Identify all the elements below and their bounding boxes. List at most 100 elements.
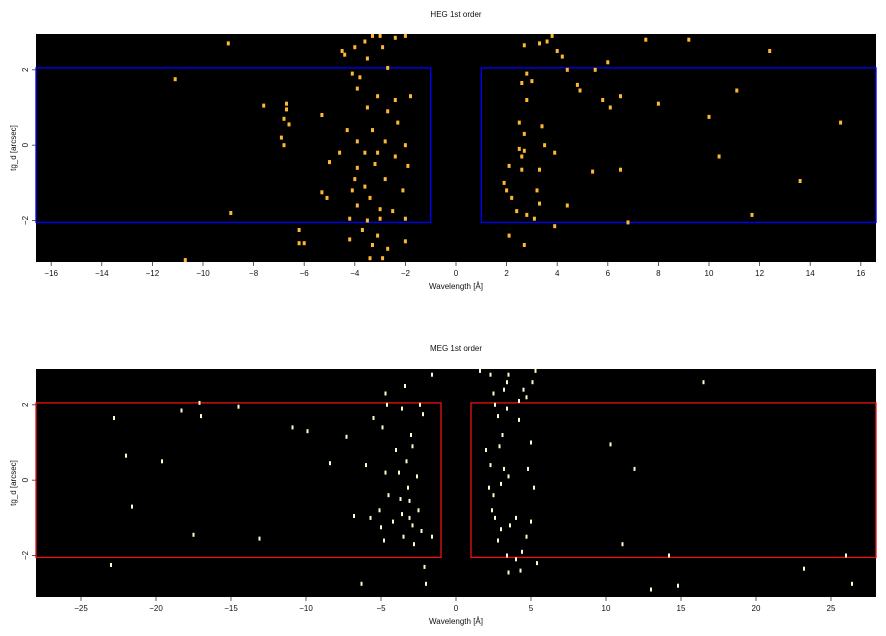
meg-point-78 — [518, 399, 520, 403]
heg-point-64 — [376, 233, 380, 238]
heg-point-3 — [285, 101, 288, 106]
meg-point-46 — [419, 402, 421, 407]
meg-point-88 — [506, 553, 508, 558]
heg-point-75 — [555, 49, 559, 53]
heg-panel: HEG 1st order −16 −14 −12 −10 −8 −6 −4 −2 0 2 4 6 8 1… — [9, 10, 877, 291]
heg-point-15 — [302, 241, 306, 246]
meg-point-13 — [329, 461, 331, 466]
meg-point-94 — [609, 442, 612, 447]
heg-point-114 — [510, 195, 514, 200]
meg-point-74 — [497, 538, 499, 543]
heg-x-tick-label-0: −16 — [44, 269, 58, 278]
meg-y-ticks: −2 0 2 — [21, 402, 36, 560]
heg-point-111 — [502, 180, 506, 185]
meg-point-68 — [492, 493, 495, 498]
heg-point-18 — [343, 52, 347, 57]
meg-point-26 — [384, 470, 387, 475]
heg-point-88 — [601, 98, 605, 102]
heg-point-74 — [550, 33, 554, 38]
heg-y-tick-label-1: 0 — [21, 142, 30, 147]
heg-x-tick-label-13: 10 — [705, 269, 714, 278]
meg-point-8 — [192, 532, 195, 537]
heg-point-82 — [768, 49, 772, 53]
heg-point-121 — [750, 212, 754, 217]
heg-x-tick-label-14: 12 — [755, 269, 764, 278]
heg-point-68 — [403, 239, 407, 244]
heg-point-63 — [360, 228, 364, 232]
meg-y-axis-label: tg_d [arcsec] — [9, 460, 18, 506]
meg-point-17 — [365, 463, 367, 468]
heg-point-0 — [226, 41, 230, 46]
heg-point-25 — [403, 33, 407, 38]
heg-point-38 — [371, 128, 374, 133]
meg-point-40 — [410, 433, 412, 437]
heg-point-67 — [386, 246, 390, 251]
meg-y-tick-label-0: −2 — [21, 550, 30, 560]
meg-point-79 — [522, 387, 525, 392]
heg-point-49 — [406, 163, 410, 168]
heg-point-83 — [525, 71, 529, 76]
heg-point-34 — [365, 105, 369, 110]
meg-point-57 — [497, 414, 499, 419]
meg-point-82 — [534, 368, 537, 373]
heg-y-tick-label-2: 2 — [21, 67, 30, 72]
heg-x-tick-label-6: −4 — [350, 269, 360, 278]
meg-x-tick-label-8: 15 — [677, 604, 686, 613]
heg-point-66 — [371, 243, 374, 247]
meg-point-9 — [237, 404, 240, 409]
heg-point-42 — [338, 150, 342, 155]
meg-point-3 — [131, 504, 133, 509]
heg-point-11 — [325, 195, 329, 200]
heg-x-tick-label-12: 8 — [656, 269, 661, 278]
meg-point-89 — [515, 557, 517, 562]
meg-point-96 — [621, 542, 624, 547]
heg-point-40 — [383, 139, 387, 144]
heg-point-124 — [522, 243, 526, 247]
heg-x-tick-label-16: 16 — [856, 269, 865, 278]
heg-point-36 — [396, 120, 400, 125]
heg-point-69 — [368, 256, 372, 261]
meg-point-55 — [492, 391, 495, 396]
heg-point-26 — [365, 56, 369, 61]
meg-panel: MEG 1st order −25 −20 −15 −10 −5 0 5 10 15 20 25 −… — [9, 344, 877, 626]
meg-point-56 — [494, 402, 496, 407]
meg-point-73 — [500, 527, 502, 532]
heg-point-60 — [365, 218, 369, 223]
meg-point-99 — [677, 583, 679, 588]
heg-x-tick-label-5: −6 — [300, 269, 310, 278]
heg-point-86 — [575, 82, 579, 87]
meg-y-tick-label-1: 0 — [21, 477, 30, 482]
meg-point-64 — [485, 448, 487, 452]
heg-point-101 — [522, 148, 526, 153]
heg-point-61 — [378, 216, 382, 221]
heg-x-tick-label-11: 6 — [606, 269, 611, 278]
heg-region-1 — [480, 67, 877, 224]
heg-point-92 — [735, 88, 739, 93]
meg-point-20 — [378, 508, 381, 513]
heg-point-33 — [409, 94, 412, 99]
heg-point-7 — [320, 113, 324, 117]
meg-point-103 — [851, 581, 853, 586]
meg-point-75 — [509, 523, 511, 528]
heg-point-56 — [355, 203, 359, 208]
heg-point-43 — [363, 150, 367, 155]
heg-point-14 — [297, 241, 301, 246]
heg-point-44 — [376, 150, 380, 155]
heg-point-37 — [345, 128, 349, 133]
meg-point-97 — [650, 587, 652, 592]
meg-x-tick-label-4: −5 — [376, 604, 386, 613]
meg-x-tick-label-5: 0 — [454, 604, 459, 613]
heg-point-97 — [707, 114, 711, 119]
meg-region-1 — [470, 402, 877, 559]
meg-point-15 — [353, 514, 355, 518]
heg-point-84 — [520, 81, 524, 85]
heg-point-107 — [619, 167, 622, 172]
meg-point-12 — [306, 429, 309, 434]
heg-point-112 — [505, 188, 509, 193]
meg-point-54 — [489, 372, 492, 377]
meg-point-14 — [345, 434, 348, 439]
heg-point-122 — [553, 224, 557, 229]
heg-point-50 — [353, 177, 357, 182]
meg-point-10 — [258, 536, 261, 541]
